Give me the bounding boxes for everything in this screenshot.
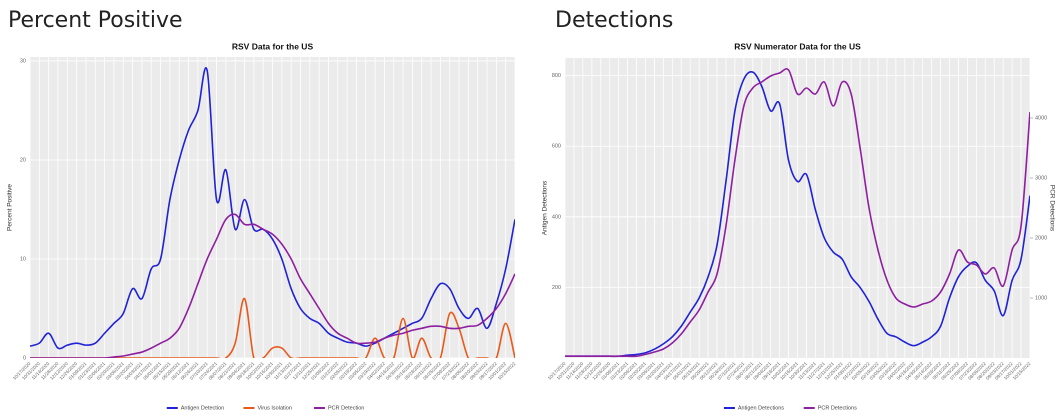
y-axis-title: Percent Positive	[7, 184, 14, 231]
y-tick-label: 30	[20, 58, 26, 64]
y2-tick-label: 2000	[1035, 235, 1047, 241]
legend-label: PCR Detections	[818, 405, 857, 411]
data-line	[30, 67, 515, 350]
y-tick-label: 20	[20, 157, 26, 163]
series-group	[30, 67, 515, 358]
data-line	[30, 213, 515, 358]
data-line	[30, 297, 515, 358]
y-tick-label: 200	[552, 285, 561, 291]
data-line	[565, 68, 1030, 358]
y2-axis-title: PCR Detections	[1048, 185, 1055, 232]
legend-label: Antigen Detection	[181, 405, 224, 411]
data-line	[565, 71, 1030, 358]
chart-title: RSV Data for the US	[232, 41, 314, 51]
chart-title: RSV Numerator Data for the US	[734, 41, 861, 51]
y2-tick-label: 3000	[1035, 175, 1047, 181]
panel-heading: Detections	[555, 8, 673, 33]
legend-label: Antigen Detections	[738, 405, 784, 411]
y-tick-label: 400	[552, 214, 561, 220]
y-tick-label: 600	[552, 144, 561, 150]
legend-label: Virus Isolation	[257, 405, 291, 411]
y2-tick-label: 1000	[1035, 295, 1047, 301]
y-tick-label: 0	[23, 355, 26, 361]
legend-label: PCR Detection	[328, 405, 364, 411]
y-tick-label: 800	[552, 73, 561, 79]
y-tick-label: 10	[20, 256, 26, 262]
y2-tick-label: 4000	[1035, 115, 1047, 121]
y-axis-title: Antigen Detections	[542, 180, 549, 235]
panel-heading: Percent Positive	[8, 8, 183, 33]
series-group	[565, 68, 1030, 358]
